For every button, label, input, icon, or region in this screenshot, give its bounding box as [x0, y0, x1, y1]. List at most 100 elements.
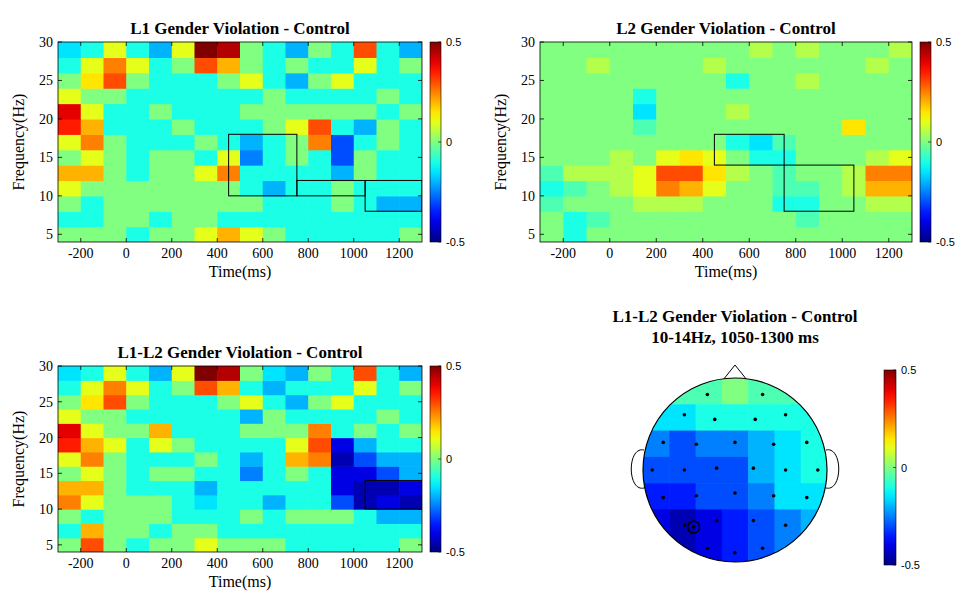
heat-cell	[633, 180, 657, 196]
heat-cell	[331, 509, 354, 524]
x-tick-label: 0	[123, 246, 130, 261]
heat-cell	[587, 227, 611, 242]
colorbar-tick-label: 0.5	[446, 360, 461, 372]
electrode	[683, 468, 687, 472]
x-tick-label: 200	[646, 246, 667, 261]
heat-cell	[587, 165, 611, 181]
heat-cell	[195, 42, 218, 58]
heat-cell	[172, 57, 195, 73]
heat-cell	[866, 227, 890, 242]
colorbar-tick	[928, 142, 931, 143]
heat-cell	[195, 366, 218, 381]
heat-cell	[308, 119, 331, 135]
heat-cell	[240, 104, 263, 120]
x-tick-label: 600	[739, 246, 760, 261]
heat-cell	[149, 134, 172, 150]
heat-cell	[240, 423, 263, 438]
heat-cell	[749, 227, 773, 242]
heat-cell	[58, 366, 81, 381]
heat-cell	[58, 150, 81, 166]
heat-cell	[126, 509, 149, 524]
heat-cell	[104, 57, 127, 73]
heat-cell	[680, 119, 704, 135]
colorbar-tick-label: 0	[446, 136, 452, 148]
x-tick	[795, 42, 796, 46]
y-tick-label: 30	[39, 35, 53, 50]
heat-cell	[680, 134, 704, 150]
heat-cell	[331, 466, 354, 481]
heat-cell	[217, 495, 240, 510]
heat-cell	[104, 452, 127, 467]
heat-cell	[172, 380, 195, 395]
heat-cell	[354, 366, 377, 381]
plot-area	[540, 42, 912, 242]
x-tick	[702, 238, 703, 242]
heat-cell	[354, 165, 377, 181]
heat-cell	[195, 104, 218, 120]
heat-cell	[796, 42, 820, 58]
heat-cell	[104, 395, 127, 410]
heat-cell	[308, 211, 331, 227]
heat-cell	[149, 150, 172, 166]
heat-cell	[399, 409, 422, 424]
heat-cell	[587, 180, 611, 196]
heat-cell	[81, 395, 104, 410]
heat-cell	[889, 42, 912, 58]
heat-cell	[331, 104, 354, 120]
heat-cell	[656, 196, 680, 212]
topo-cell	[748, 431, 775, 458]
heat-cell	[195, 538, 218, 552]
x-axis-title: Time(ms)	[209, 263, 272, 281]
y-tick	[418, 234, 422, 235]
y-tick-label: 15	[521, 150, 535, 165]
heat-cell	[866, 150, 890, 166]
heat-cell	[726, 165, 750, 181]
heat-cell	[819, 104, 843, 120]
heat-cell	[399, 480, 422, 495]
heat-cell	[354, 423, 377, 438]
heat-cell	[399, 134, 422, 150]
heat-cell	[377, 180, 400, 196]
x-tick-label: 1200	[385, 246, 413, 261]
heat-cell	[331, 538, 354, 552]
heat-cell	[240, 73, 263, 89]
heat-cell	[399, 538, 422, 552]
y-tick-label: 15	[39, 150, 53, 165]
x-tick	[353, 238, 354, 242]
heat-cell	[263, 227, 286, 242]
heat-cell	[377, 150, 400, 166]
heat-cell	[286, 495, 309, 510]
heat-cell	[81, 165, 104, 181]
plot-area	[58, 42, 422, 242]
heat-cell	[399, 196, 422, 212]
heat-cell	[104, 119, 127, 135]
topo-cell	[669, 483, 696, 510]
heat-cell	[240, 495, 263, 510]
heat-cell	[240, 134, 263, 150]
topo-cell	[643, 404, 670, 431]
heat-cell	[149, 104, 172, 120]
ear	[826, 450, 839, 488]
x-tick	[126, 548, 127, 552]
heat-cell	[58, 196, 81, 212]
heat-cell	[540, 73, 564, 89]
plot-frame	[58, 42, 422, 242]
heat-cell	[399, 150, 422, 166]
heat-cell	[399, 180, 422, 196]
heat-cell	[58, 523, 81, 538]
colorbar-tick-label: -0.5	[446, 546, 465, 558]
heat-cell	[286, 42, 309, 58]
electrode	[761, 393, 765, 397]
heat-cell	[58, 119, 81, 135]
colorbar	[884, 370, 896, 565]
y-tick	[540, 195, 544, 196]
heat-cell	[58, 42, 81, 58]
heat-cell	[240, 395, 263, 410]
y-tick	[418, 509, 422, 510]
heat-cell	[172, 88, 195, 104]
heat-cell	[377, 523, 400, 538]
heat-cell	[263, 196, 286, 212]
heat-cell	[308, 466, 331, 481]
heat-cell	[399, 495, 422, 510]
heat-cell	[633, 57, 657, 73]
